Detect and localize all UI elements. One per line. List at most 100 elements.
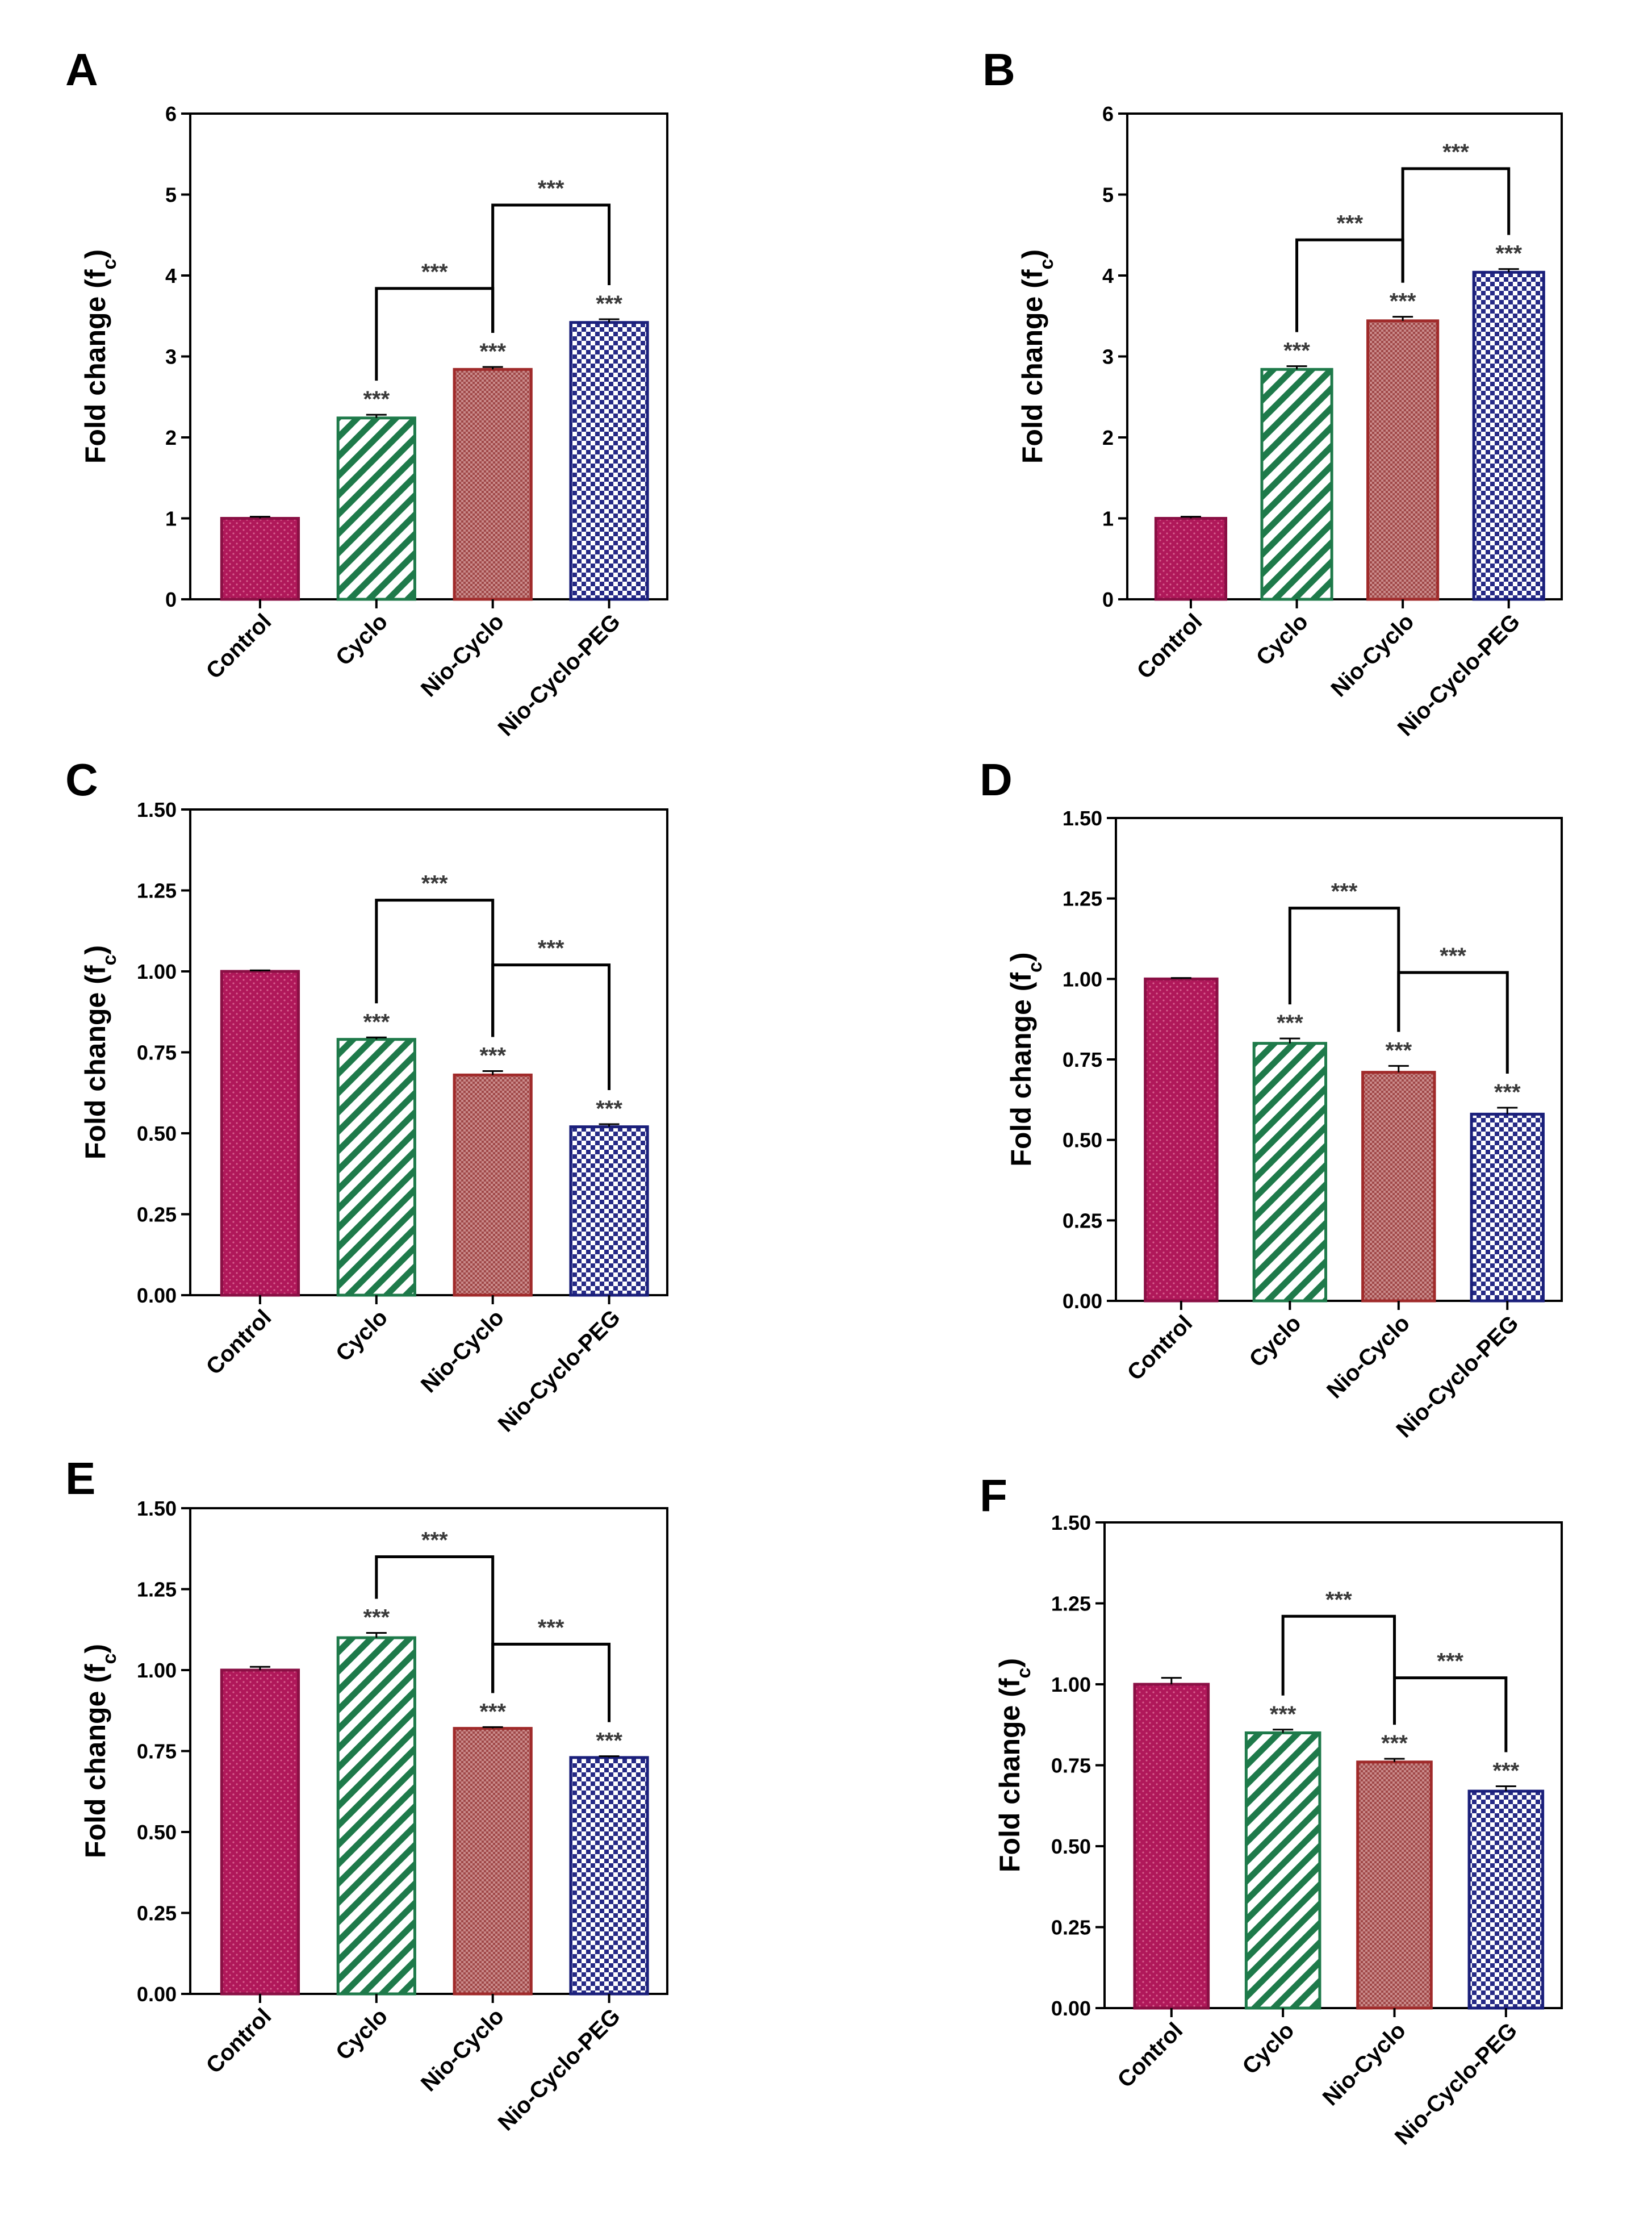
panel-c: C 0.00 0.25 0.50 0.75 1.00 1.25 1.50 Fold change…: [65, 754, 668, 1437]
significance-nio-cyclo-peg: ***: [1494, 1080, 1521, 1105]
category-label-nio-cyclo: Nio-Cyclo: [1322, 1311, 1415, 1403]
y-tick-label: 2: [1102, 426, 1114, 449]
bar-cyclo: [1260, 368, 1333, 601]
significance-cyclo: ***: [1277, 1011, 1303, 1036]
bar-nio-cyclo-peg: [1470, 1112, 1545, 1303]
category-label-nio-cyclo-peg: Nio-Cyclo-PEG: [493, 2004, 625, 2135]
significance-nio-cyclo: ***: [479, 1699, 506, 1724]
panel-f: F 0.00 0.25 0.50 0.75 1.00 1.25 1.50 Fold change…: [980, 1470, 1563, 2150]
bar-control: [1133, 1683, 1210, 2010]
significance-nio-cyclo: ***: [479, 339, 506, 364]
bar-nio-cyclo: [1361, 1071, 1436, 1303]
bracket-significance-2: ***: [538, 936, 564, 961]
bar-nio-cyclo-peg: [1467, 1789, 1545, 2010]
bracket-significance-1: ***: [1336, 211, 1363, 236]
y-tick-label: 0.75: [137, 1041, 177, 1065]
y-tick-label: 0.25: [1063, 1209, 1102, 1232]
category-label-nio-cyclo-peg: Nio-Cyclo-PEG: [493, 609, 625, 741]
bar-nio-cyclo-peg: [569, 1125, 649, 1297]
bracket-significance-2: ***: [538, 1615, 564, 1640]
y-tick-label: 0.50: [1063, 1129, 1102, 1152]
category-label-cyclo: Cyclo: [1252, 609, 1313, 670]
y-tick-label: 1.00: [1051, 1673, 1091, 1696]
bar-cyclo: [336, 1038, 416, 1297]
bracket-significance-2: ***: [538, 176, 564, 201]
category-label-control: Control: [1132, 609, 1207, 684]
y-tick-label: 0: [165, 588, 177, 611]
category-label-nio-cyclo-peg: Nio-Cyclo-PEG: [493, 1305, 625, 1437]
bar-nio-cyclo: [1366, 319, 1440, 601]
category-label-control: Control: [202, 609, 277, 684]
bar-control: [1144, 977, 1219, 1303]
comparison-bracket-1: [375, 1555, 495, 1693]
panel-a: A 0 1 2 3 4 5 6 Fold change (fc) Control *** Cyclo *…: [65, 44, 668, 741]
y-tick-label: 0: [1102, 588, 1114, 611]
bar-control: [220, 1668, 300, 1996]
y-tick-label: 0.00: [1051, 1997, 1091, 2020]
y-tick-label: 4: [165, 264, 177, 287]
panel-letter-e: E: [65, 1453, 95, 1504]
significance-nio-cyclo: ***: [1385, 1038, 1412, 1063]
y-tick-label: 1: [1102, 507, 1114, 531]
y-tick-label: 0.25: [137, 1902, 177, 1925]
panel-b: B 0 1 2 3 4 5 6 Fold change (fc) Control *** Cyclo *…: [982, 44, 1563, 741]
bar-control: [220, 517, 300, 601]
bar-control: [220, 970, 300, 1297]
category-label-control: Control: [1113, 2018, 1188, 2093]
bracket-significance-1: ***: [1325, 1587, 1352, 1612]
y-tick-label: 0.75: [1051, 1754, 1091, 1777]
bar-nio-cyclo-peg: [1472, 270, 1545, 601]
panel-letter-d: D: [980, 754, 1013, 805]
significance-cyclo: ***: [1270, 1702, 1296, 1727]
y-tick-label: 0.00: [137, 1284, 177, 1307]
y-tick-label: 1.00: [137, 1659, 177, 1682]
significance-cyclo: ***: [363, 387, 390, 412]
y-tick-label: 5: [1102, 183, 1114, 207]
category-label-nio-cyclo-peg: Nio-Cyclo-PEG: [1390, 2018, 1522, 2150]
category-label-nio-cyclo: Nio-Cyclo: [416, 1305, 509, 1397]
comparison-bracket-1: [1295, 238, 1404, 332]
bracket-significance-1: ***: [421, 1528, 448, 1553]
bracket-significance-2: ***: [1440, 944, 1466, 969]
y-tick-label: 1.50: [137, 1497, 177, 1520]
y-tick-label: 0.00: [1063, 1289, 1102, 1313]
y-tick-label: 4: [1102, 264, 1114, 287]
y-tick-label: 1.25: [137, 879, 177, 903]
significance-nio-cyclo-peg: ***: [596, 1096, 622, 1121]
y-tick-label: 0.00: [137, 1983, 177, 2006]
y-axis-title: Fold change (fc): [80, 249, 120, 464]
comparison-bracket-1: [1288, 907, 1400, 1032]
y-tick-label: 1.50: [1051, 1511, 1091, 1534]
panel-d: D 0.00 0.25 0.50 0.75 1.00 1.25 1.50 Fold change…: [980, 754, 1563, 1443]
bracket-significance-1: ***: [1331, 879, 1358, 904]
significance-nio-cyclo: ***: [479, 1044, 506, 1069]
category-label-nio-cyclo: Nio-Cyclo: [1318, 2018, 1411, 2110]
bar-nio-cyclo: [453, 368, 533, 601]
category-label-control: Control: [1123, 1311, 1198, 1385]
panel-letter-b: B: [982, 44, 1015, 95]
y-tick-label: 0.75: [137, 1740, 177, 1763]
category-label-cyclo: Cyclo: [331, 2004, 392, 2065]
bar-cyclo: [1252, 1042, 1328, 1303]
significance-nio-cyclo: ***: [1381, 1731, 1408, 1756]
bar-cyclo: [336, 1636, 416, 1996]
category-label-control: Control: [202, 2004, 277, 2079]
category-label-nio-cyclo: Nio-Cyclo: [1326, 609, 1419, 702]
category-label-cyclo: Cyclo: [331, 609, 392, 670]
significance-cyclo: ***: [363, 1605, 390, 1630]
y-tick-label: 3: [1102, 345, 1114, 369]
y-tick-label: 1: [165, 507, 177, 531]
bar-nio-cyclo: [453, 1727, 533, 1996]
bar-nio-cyclo: [453, 1073, 533, 1297]
category-label-cyclo: Cyclo: [1245, 1311, 1306, 1372]
y-tick-label: 6: [1102, 102, 1114, 126]
bracket-significance-1: ***: [421, 871, 448, 896]
y-axis-title: Fold change (fc): [80, 1644, 120, 1858]
y-tick-label: 1.50: [1063, 807, 1102, 830]
bracket-significance-2: ***: [1437, 1649, 1463, 1674]
panel-letter-f: F: [980, 1470, 1007, 1521]
y-axis-title: Fold change (fc): [80, 945, 120, 1159]
comparison-bracket-2: [491, 963, 611, 1091]
comparison-bracket-1: [375, 287, 495, 381]
